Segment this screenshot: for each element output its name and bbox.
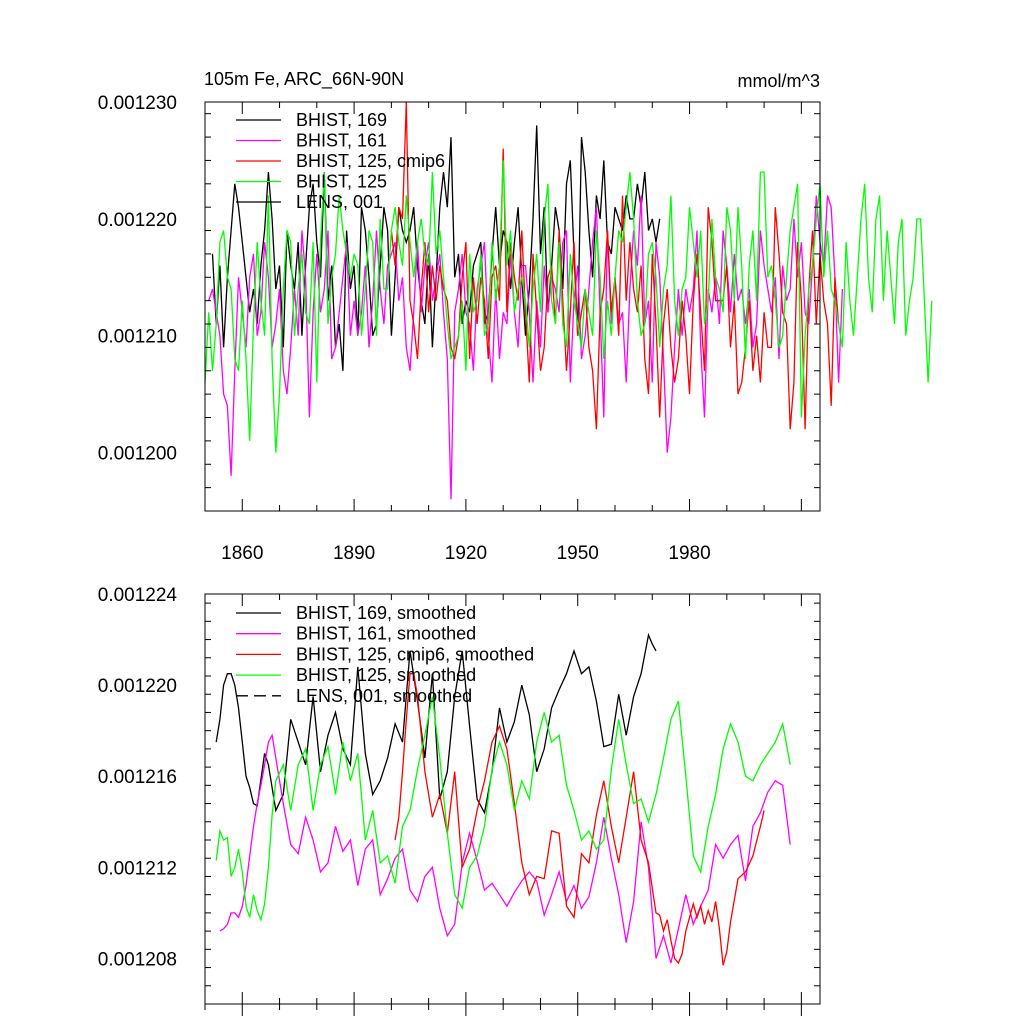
top-xtick-label: 1860: [221, 543, 263, 564]
bottom-ytick-label: 0.001220: [98, 676, 177, 697]
bottom-series-line-1: [219, 733, 791, 964]
top-axes: 0.001200 0.001210 0.001220 0.001230 1860 1890…: [98, 93, 820, 564]
bottom-panel: 0.001208 0.001212 0.001216 0.001220 0.001224…: [98, 585, 821, 1016]
bottom-ytick-label: 0.001224: [98, 585, 178, 606]
top-legend-label: BHIST, 125, cmip6: [296, 151, 445, 171]
top-legend-label: BHIST, 125: [296, 172, 387, 192]
bottom-legend-label: BHIST, 161, smoothed: [296, 624, 476, 644]
top-series-line-1: [208, 195, 844, 500]
top-panel: 105m Fe, ARC_66N-90N mmol/m^3 0.0012000.…: [98, 69, 933, 564]
bottom-ytick-label: 0.001212: [98, 858, 177, 879]
bottom-legend-label: BHIST, 169, smoothed: [296, 603, 476, 623]
top-series-line-3: [204, 160, 933, 453]
top-legend-label: BHIST, 169: [296, 110, 387, 130]
top-xtick-label: 1950: [557, 543, 599, 564]
bottom-axes: 0.001208 0.001212 0.001216 0.001220 0.001224: [98, 585, 820, 1016]
bottom-legend-label: BHIST, 125, smoothed: [296, 665, 476, 685]
top-series-group: [204, 101, 933, 500]
bottom-legend-label: BHIST, 125, cmip6, smoothed: [296, 644, 534, 664]
top-legend-label: BHIST, 161: [296, 131, 387, 151]
top-title-left: 105m Fe, ARC_66N-90N: [204, 69, 404, 90]
bottom-ytick-label: 0.001208: [98, 949, 177, 970]
top-ytick-label: 0.001200: [98, 444, 177, 465]
top-title-right: mmol/m^3: [738, 71, 820, 91]
top-plot-frame: [204, 101, 821, 512]
top-xtick-label: 1920: [445, 543, 487, 564]
bottom-series-line-2: [394, 673, 765, 966]
bottom-series-line-3: [215, 696, 791, 922]
bottom-series-group: [215, 632, 791, 966]
top-xtick-label: 1890: [333, 543, 375, 564]
top-ytick-label: 0.001230: [98, 93, 177, 114]
bottom-ytick-label: 0.001216: [98, 767, 177, 788]
top-ytick-label: 0.001220: [98, 210, 177, 231]
top-xtick-label: 1980: [668, 543, 710, 564]
top-ytick-label: 0.001210: [98, 327, 177, 348]
bottom-plot-frame: [204, 593, 821, 1005]
top-legend-label: LENS, 001: [296, 192, 383, 212]
bottom-legend-label: LENS, 001, smoothed: [296, 686, 472, 706]
